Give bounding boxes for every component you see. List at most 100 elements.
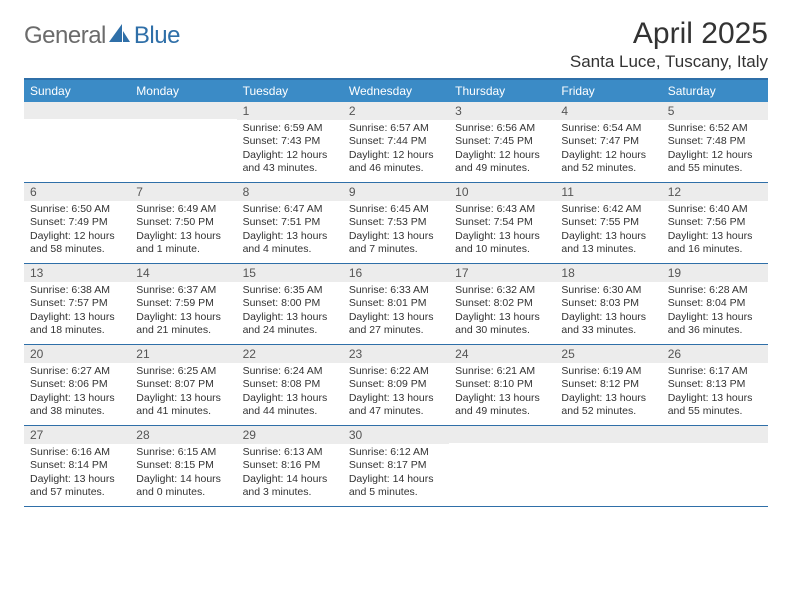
day-cell: 20Sunrise: 6:27 AMSunset: 8:06 PMDayligh…: [24, 345, 130, 425]
day-cell: [555, 426, 661, 506]
day-cell: 11Sunrise: 6:42 AMSunset: 7:55 PMDayligh…: [555, 183, 661, 263]
day-number: 14: [130, 264, 236, 282]
day-line: and 21 minutes.: [136, 324, 230, 337]
day-line: Sunset: 8:14 PM: [30, 459, 124, 472]
day-number: 26: [662, 345, 768, 363]
day-body: Sunrise: 6:19 AMSunset: 8:12 PMDaylight:…: [555, 363, 661, 423]
week-row: 1Sunrise: 6:59 AMSunset: 7:43 PMDaylight…: [24, 102, 768, 182]
day-line: Daylight: 12 hours: [30, 230, 124, 243]
day-cell: 14Sunrise: 6:37 AMSunset: 7:59 PMDayligh…: [130, 264, 236, 344]
day-line: and 52 minutes.: [561, 162, 655, 175]
day-cell: 28Sunrise: 6:15 AMSunset: 8:15 PMDayligh…: [130, 426, 236, 506]
day-line: Sunrise: 6:56 AM: [455, 122, 549, 135]
day-line: Sunset: 8:10 PM: [455, 378, 549, 391]
day-number: 4: [555, 102, 661, 120]
day-line: and 52 minutes.: [561, 405, 655, 418]
page: General Blue April 2025 Santa Luce, Tusc…: [0, 0, 792, 519]
day-cell: 21Sunrise: 6:25 AMSunset: 8:07 PMDayligh…: [130, 345, 236, 425]
day-number: 6: [24, 183, 130, 201]
day-of-week-row: Sunday Monday Tuesday Wednesday Thursday…: [24, 80, 768, 102]
day-line: and 7 minutes.: [349, 243, 443, 256]
day-body: Sunrise: 6:27 AMSunset: 8:06 PMDaylight:…: [24, 363, 130, 423]
day-line: Sunset: 7:49 PM: [30, 216, 124, 229]
day-line: Daylight: 13 hours: [561, 311, 655, 324]
day-line: Sunset: 8:09 PM: [349, 378, 443, 391]
day-number: 22: [237, 345, 343, 363]
day-line: Daylight: 14 hours: [349, 473, 443, 486]
dow-thursday: Thursday: [449, 80, 555, 102]
day-line: Sunset: 7:50 PM: [136, 216, 230, 229]
day-body: Sunrise: 6:54 AMSunset: 7:47 PMDaylight:…: [555, 120, 661, 180]
day-body: Sunrise: 6:16 AMSunset: 8:14 PMDaylight:…: [24, 444, 130, 504]
week-row: 13Sunrise: 6:38 AMSunset: 7:57 PMDayligh…: [24, 263, 768, 344]
day-line: Sunrise: 6:30 AM: [561, 284, 655, 297]
brand-part1: General: [24, 22, 106, 50]
day-body: Sunrise: 6:28 AMSunset: 8:04 PMDaylight:…: [662, 282, 768, 342]
day-line: Sunrise: 6:25 AM: [136, 365, 230, 378]
day-body: Sunrise: 6:35 AMSunset: 8:00 PMDaylight:…: [237, 282, 343, 342]
day-cell: [24, 102, 130, 182]
weeks-container: 1Sunrise: 6:59 AMSunset: 7:43 PMDaylight…: [24, 102, 768, 506]
day-line: and 41 minutes.: [136, 405, 230, 418]
day-line: Sunset: 8:01 PM: [349, 297, 443, 310]
day-line: Sunrise: 6:49 AM: [136, 203, 230, 216]
day-line: Sunset: 7:47 PM: [561, 135, 655, 148]
day-body: Sunrise: 6:21 AMSunset: 8:10 PMDaylight:…: [449, 363, 555, 423]
day-line: Daylight: 13 hours: [668, 230, 762, 243]
day-line: Sunset: 8:16 PM: [243, 459, 337, 472]
day-line: Sunrise: 6:54 AM: [561, 122, 655, 135]
day-line: Sunrise: 6:50 AM: [30, 203, 124, 216]
day-line: Daylight: 12 hours: [561, 149, 655, 162]
day-number: [130, 102, 236, 119]
day-line: and 49 minutes.: [455, 405, 549, 418]
day-number: 20: [24, 345, 130, 363]
day-number: 27: [24, 426, 130, 444]
day-number: 18: [555, 264, 661, 282]
day-number: 8: [237, 183, 343, 201]
day-line: Sunset: 8:02 PM: [455, 297, 549, 310]
day-line: Daylight: 12 hours: [668, 149, 762, 162]
day-line: Sunrise: 6:21 AM: [455, 365, 549, 378]
day-line: Daylight: 13 hours: [668, 392, 762, 405]
day-line: Sunset: 8:00 PM: [243, 297, 337, 310]
day-cell: 16Sunrise: 6:33 AMSunset: 8:01 PMDayligh…: [343, 264, 449, 344]
day-cell: 18Sunrise: 6:30 AMSunset: 8:03 PMDayligh…: [555, 264, 661, 344]
day-line: Sunrise: 6:15 AM: [136, 446, 230, 459]
day-line: Sunset: 7:55 PM: [561, 216, 655, 229]
header: General Blue April 2025 Santa Luce, Tusc…: [24, 18, 768, 72]
day-number: 23: [343, 345, 449, 363]
day-cell: 1Sunrise: 6:59 AMSunset: 7:43 PMDaylight…: [237, 102, 343, 182]
day-line: Sunrise: 6:40 AM: [668, 203, 762, 216]
day-line: Sunrise: 6:52 AM: [668, 122, 762, 135]
day-line: and 36 minutes.: [668, 324, 762, 337]
brand-sail-icon: [109, 24, 131, 49]
day-line: Sunrise: 6:32 AM: [455, 284, 549, 297]
day-line: and 27 minutes.: [349, 324, 443, 337]
day-body: [555, 443, 661, 449]
day-body: Sunrise: 6:13 AMSunset: 8:16 PMDaylight:…: [237, 444, 343, 504]
day-number: 7: [130, 183, 236, 201]
day-line: Sunrise: 6:22 AM: [349, 365, 443, 378]
dow-tuesday: Tuesday: [237, 80, 343, 102]
day-body: Sunrise: 6:45 AMSunset: 7:53 PMDaylight:…: [343, 201, 449, 261]
day-line: Sunset: 8:15 PM: [136, 459, 230, 472]
day-cell: 7Sunrise: 6:49 AMSunset: 7:50 PMDaylight…: [130, 183, 236, 263]
day-number: 1: [237, 102, 343, 120]
day-cell: 13Sunrise: 6:38 AMSunset: 7:57 PMDayligh…: [24, 264, 130, 344]
week-row: 6Sunrise: 6:50 AMSunset: 7:49 PMDaylight…: [24, 182, 768, 263]
day-line: Daylight: 13 hours: [243, 230, 337, 243]
day-line: Daylight: 12 hours: [455, 149, 549, 162]
day-line: Daylight: 13 hours: [561, 392, 655, 405]
day-line: Sunrise: 6:27 AM: [30, 365, 124, 378]
day-number: 24: [449, 345, 555, 363]
day-line: Sunrise: 6:13 AM: [243, 446, 337, 459]
day-number: 25: [555, 345, 661, 363]
day-body: Sunrise: 6:42 AMSunset: 7:55 PMDaylight:…: [555, 201, 661, 261]
day-line: Sunrise: 6:33 AM: [349, 284, 443, 297]
day-cell: 30Sunrise: 6:12 AMSunset: 8:17 PMDayligh…: [343, 426, 449, 506]
day-line: and 55 minutes.: [668, 162, 762, 175]
day-line: Sunset: 7:56 PM: [668, 216, 762, 229]
day-body: [662, 443, 768, 449]
day-line: and 1 minute.: [136, 243, 230, 256]
day-line: and 44 minutes.: [243, 405, 337, 418]
